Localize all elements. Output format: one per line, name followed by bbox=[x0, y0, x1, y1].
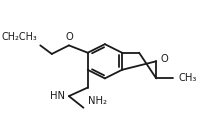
Text: NH₂: NH₂ bbox=[87, 96, 106, 106]
Text: CH₃: CH₃ bbox=[178, 73, 196, 83]
Text: HN: HN bbox=[50, 91, 65, 101]
Text: O: O bbox=[65, 32, 73, 42]
Text: O: O bbox=[160, 54, 167, 64]
Text: CH₂CH₃: CH₂CH₃ bbox=[2, 32, 38, 42]
